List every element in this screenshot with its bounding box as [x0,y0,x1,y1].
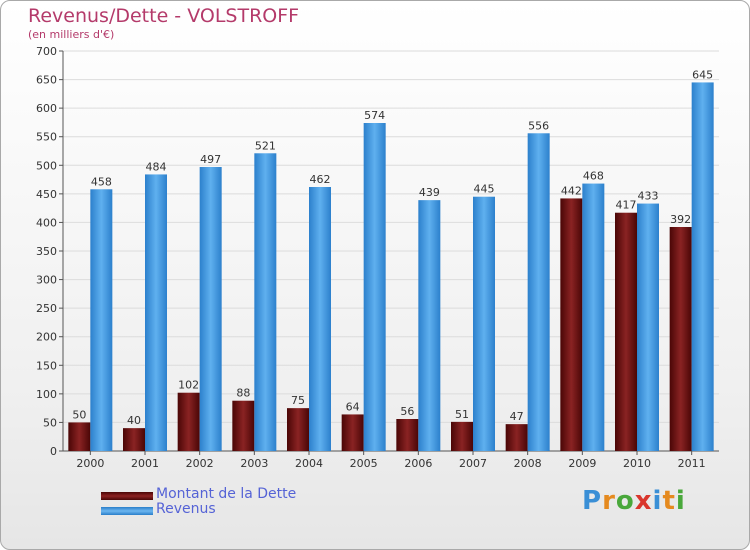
data-label-revenus: 445 [474,183,495,196]
bar-revenus-2005 [363,123,386,451]
bar-revenus-2006 [418,200,441,451]
x-tick-label: 2011 [678,457,706,470]
data-label-dette: 442 [561,184,582,197]
bar-dette-2005 [341,414,364,451]
data-label-revenus: 497 [200,153,221,166]
bar-revenus-2007 [473,196,495,451]
data-label-dette: 47 [510,410,524,423]
y-tick-label: 300 [36,274,57,287]
y-tick-label: 150 [36,359,57,372]
x-tick-label: 2006 [404,457,432,470]
x-tick-label: 2003 [240,457,268,470]
data-label-revenus: 458 [91,175,112,188]
logo-letter: o [615,486,635,516]
x-tick-label: 2001 [131,457,159,470]
data-label-dette: 417 [616,199,637,212]
y-tick-label: 350 [36,245,57,258]
bar-dette-2006 [396,419,419,451]
bar-dette-2000 [68,422,91,451]
bar-revenus-2010 [637,203,659,451]
data-label-revenus: 433 [638,190,659,203]
bar-revenus-2011 [691,82,714,451]
x-tick-label: 2000 [76,457,104,470]
legend-swatch-dette [101,492,153,500]
bar-dette-2010 [615,212,637,451]
logo-letter: r [602,486,616,516]
data-label-revenus: 556 [528,119,549,132]
y-tick-label: 200 [36,331,57,344]
data-label-dette: 64 [346,400,360,413]
legend-label-dette: Montant de la Dette [156,486,297,502]
data-label-dette: 56 [400,405,414,418]
x-tick-label: 2010 [623,457,651,470]
y-tick-label: 250 [36,302,57,315]
bar-dette-2007 [451,421,473,451]
data-label-dette: 88 [236,387,250,400]
bar-revenus-2009 [582,183,605,452]
y-tick-label: 400 [36,216,57,229]
bar-dette-2004 [287,408,309,451]
chart-title: Revenus/Dette - VOLSTROFF [28,5,300,27]
bar-revenus-2004 [309,187,331,451]
bar-dette-2011 [669,227,692,451]
y-tick-label: 500 [36,159,57,172]
data-label-dette: 50 [72,408,86,421]
logo-letter: P [582,486,603,516]
bar-dette-2003 [232,400,255,451]
data-label-revenus: 645 [692,68,713,81]
bar-revenus-2000 [90,189,113,452]
y-tick-label: 700 [36,45,57,58]
x-tick-label: 2008 [514,457,542,470]
data-label-dette: 392 [670,213,691,226]
logo-letter: i [675,486,686,516]
y-tick-label: 600 [36,102,57,115]
y-tick-label: 0 [50,445,57,458]
bar-dette-2002 [177,392,200,451]
data-label-dette: 51 [455,408,469,421]
legend-label-revenus: Revenus [156,501,216,517]
bar-revenus-2008 [527,133,550,452]
data-label-revenus: 574 [364,109,385,122]
logo-letter: t [662,486,676,516]
bar-revenus-2001 [145,174,167,451]
x-tick-label: 2007 [459,457,487,470]
logo-letter: i [652,486,663,516]
x-tick-label: 2002 [186,457,214,470]
y-tick-label: 550 [36,131,57,144]
bar-revenus-2002 [199,167,222,451]
y-tick-label: 100 [36,388,57,401]
y-tick-label: 650 [36,74,57,87]
x-tick-label: 2009 [568,457,596,470]
bar-revenus-2003 [254,153,277,452]
y-tick-label: 450 [36,188,57,201]
bar-dette-2009 [560,198,583,451]
data-label-revenus: 521 [255,139,276,152]
legend-swatch-revenus [101,507,153,515]
data-label-dette: 75 [291,394,305,407]
data-label-revenus: 468 [583,170,604,183]
logo-letter: x [634,486,653,516]
data-label-revenus: 484 [146,160,167,173]
x-tick-label: 2004 [295,457,323,470]
chart-subtitle: (en milliers d'€) [28,28,115,41]
bar-dette-2008 [505,424,528,451]
y-tick-label: 50 [43,416,57,429]
data-label-revenus: 462 [310,173,331,186]
data-label-revenus: 439 [419,186,440,199]
proxiti-logo: Proxiti [582,486,686,516]
data-label-dette: 40 [127,414,141,427]
data-label-dette: 102 [178,379,199,392]
bar-dette-2001 [123,428,145,451]
x-tick-label: 2005 [350,457,378,470]
